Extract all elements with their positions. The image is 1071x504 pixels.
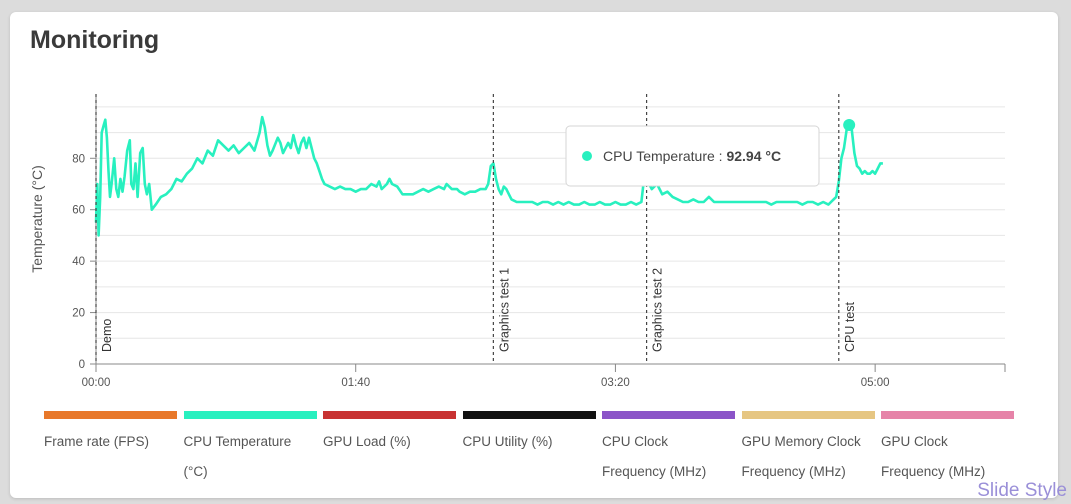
watermark-text: Slide Style: [977, 480, 1067, 501]
monitoring-card: Monitoring 0 20 40 60 80 00:00 01:40 03:20 05:00…: [10, 12, 1058, 498]
legend-label: GPU Load (%): [323, 434, 411, 449]
y-tick-label: 60: [72, 205, 85, 217]
legend-swatch: [44, 411, 177, 419]
y-tick-label: 20: [72, 308, 85, 320]
card-title: Monitoring: [30, 26, 160, 54]
legend-swatch: [323, 411, 456, 419]
temperature-chart[interactable]: 0 20 40 60 80 00:00 01:40 03:20 05:00 Temperature…: [10, 12, 1058, 402]
test-marker-label: Graphics test 2: [651, 268, 665, 352]
y-tick-label: 40: [72, 256, 85, 268]
legend-label: Frame rate (FPS): [44, 434, 150, 449]
legend-item[interactable]: GPU Load (%): [323, 411, 456, 457]
legend-swatch: [881, 411, 1014, 419]
y-tick-label: 0: [79, 359, 85, 371]
legend-label: CPU Clock Frequency (MHz): [602, 434, 707, 479]
legend-swatch: [183, 411, 317, 419]
legend-label: CPU Utility (%): [462, 434, 553, 449]
chart-legend: Frame rate (FPS) CPU Temperature (°C) GPU …: [44, 411, 1024, 481]
legend-swatch: [741, 411, 875, 419]
legend-item[interactable]: CPU Utility (%): [462, 411, 596, 457]
tooltip-dot: [582, 151, 592, 161]
test-marker-label: CPU test: [843, 301, 857, 352]
legend-item[interactable]: GPU Memory Clock Frequency (MHz): [741, 411, 875, 487]
test-marker-label: Demo: [100, 319, 114, 352]
legend-item[interactable]: GPU Clock Frequency (MHz): [881, 411, 1014, 487]
test-marker-label: Graphics test 1: [497, 268, 511, 352]
legend-item[interactable]: CPU Clock Frequency (MHz): [602, 411, 735, 487]
tooltip-point[interactable]: [843, 119, 856, 132]
x-tick-label: 00:00: [82, 377, 111, 389]
legend-item[interactable]: Frame rate (FPS): [44, 411, 177, 457]
tooltip-box: [565, 125, 820, 187]
x-tick-label: 01:40: [341, 377, 370, 389]
tooltip-text: CPU Temperature : 92.94 °C: [603, 148, 781, 164]
y-axis-label: Temperature (°C): [29, 165, 45, 273]
legend-label: GPU Memory Clock Frequency (MHz): [741, 434, 861, 479]
x-tick-label: 05:00: [861, 377, 890, 389]
x-tick-label: 03:20: [601, 377, 630, 389]
legend-label: CPU Temperature (°C): [183, 434, 292, 479]
legend-swatch: [462, 411, 596, 419]
legend-item[interactable]: CPU Temperature (°C): [183, 411, 317, 487]
series-line-cpu-temperature[interactable]: [94, 115, 883, 237]
legend-label: GPU Clock Frequency (MHz): [881, 434, 986, 479]
legend-swatch: [602, 411, 735, 419]
y-tick-label: 80: [72, 153, 85, 165]
